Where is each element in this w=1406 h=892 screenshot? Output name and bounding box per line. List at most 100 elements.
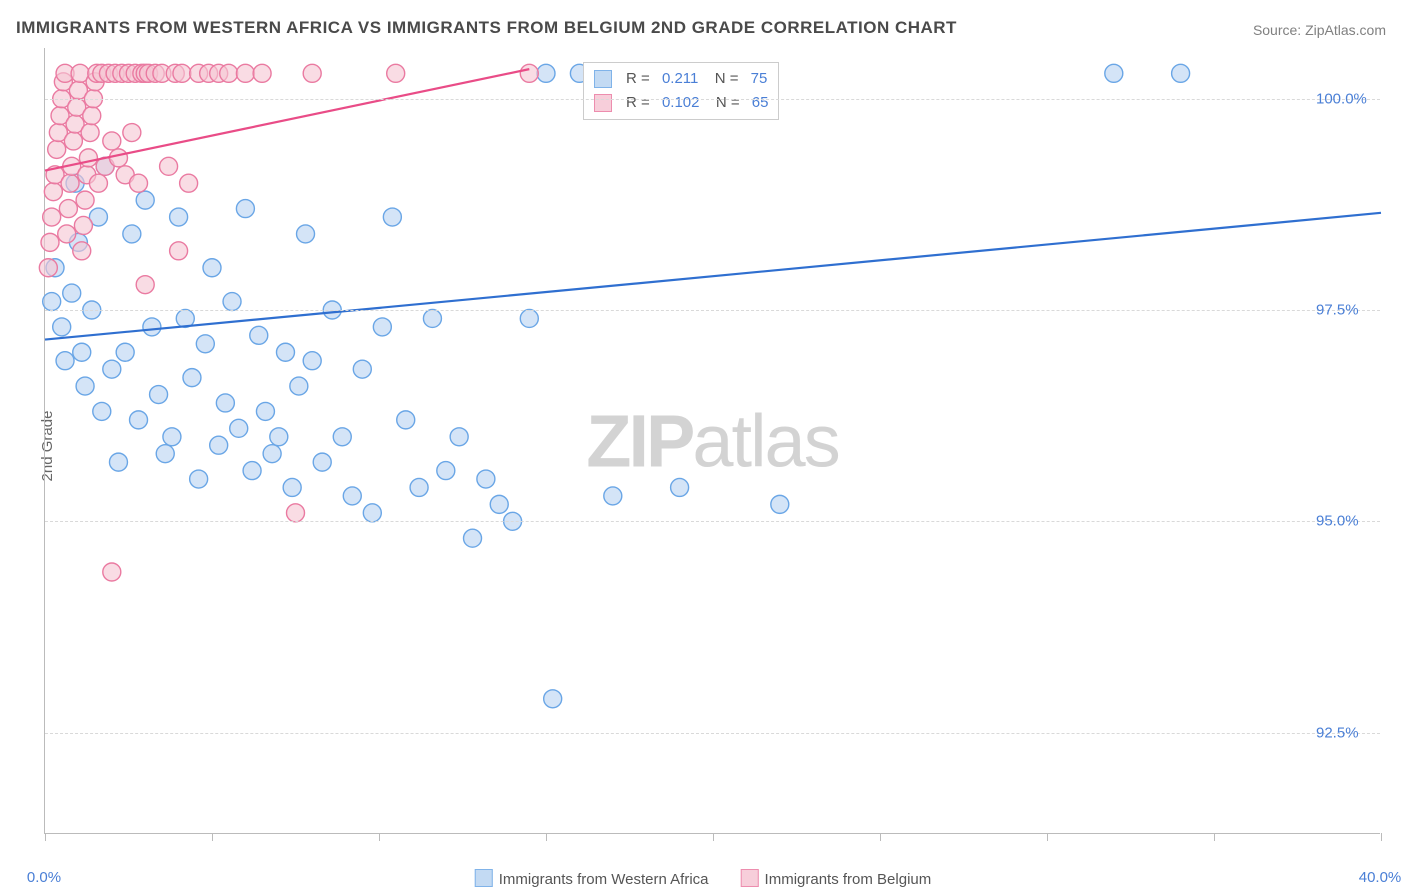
data-point[interactable] [203,259,221,277]
x-tick [212,833,213,841]
data-point[interactable] [43,293,61,311]
data-point[interactable] [263,445,281,463]
data-point[interactable] [196,335,214,353]
data-point[interactable] [93,402,111,420]
data-point[interactable] [183,369,201,387]
data-point[interactable] [297,225,315,243]
data-point[interactable] [303,64,321,82]
data-point[interactable] [73,343,91,361]
data-point[interactable] [520,309,538,327]
data-point[interactable] [58,225,76,243]
data-point[interactable] [771,495,789,513]
data-point[interactable] [116,343,134,361]
data-point[interactable] [41,233,59,251]
data-point[interactable] [490,495,508,513]
data-point[interactable] [353,360,371,378]
data-point[interactable] [216,394,234,412]
data-point[interactable] [103,360,121,378]
data-point[interactable] [130,411,148,429]
data-point[interactable] [604,487,622,505]
data-point[interactable] [537,64,555,82]
data-point[interactable] [136,276,154,294]
data-point[interactable] [333,428,351,446]
data-point[interactable] [156,445,174,463]
data-point[interactable] [136,191,154,209]
data-point[interactable] [73,242,91,260]
data-point[interactable] [43,208,61,226]
data-point[interactable] [270,428,288,446]
data-point[interactable] [236,200,254,218]
data-point[interactable] [76,377,94,395]
data-point[interactable] [223,293,241,311]
data-point[interactable] [276,343,294,361]
data-point[interactable] [39,259,57,277]
data-point[interactable] [89,174,107,192]
data-point[interactable] [243,462,261,480]
data-point[interactable] [173,64,191,82]
data-point[interactable] [56,352,74,370]
data-point[interactable] [150,386,168,404]
data-point[interactable] [63,284,81,302]
data-point[interactable] [250,326,268,344]
data-point[interactable] [423,309,441,327]
legend-item[interactable]: Immigrants from Belgium [741,869,932,888]
data-point[interactable] [450,428,468,446]
data-point[interactable] [48,140,66,158]
data-point[interactable] [83,107,101,125]
data-point[interactable] [397,411,415,429]
data-point[interactable] [387,64,405,82]
data-point[interactable] [81,124,99,142]
data-point[interactable] [256,402,274,420]
data-point[interactable] [74,216,92,234]
data-point[interactable] [61,174,79,192]
data-point[interactable] [287,504,305,522]
data-point[interactable] [160,157,178,175]
data-point[interactable] [220,64,238,82]
data-point[interactable] [303,352,321,370]
data-point[interactable] [79,149,97,167]
data-point[interactable] [210,436,228,454]
data-point[interactable] [163,428,181,446]
data-point[interactable] [437,462,455,480]
data-point[interactable] [1172,64,1190,82]
data-point[interactable] [170,242,188,260]
data-point[interactable] [170,208,188,226]
data-point[interactable] [373,318,391,336]
data-point[interactable] [103,563,121,581]
data-point[interactable] [230,419,248,437]
data-point[interactable] [130,174,148,192]
data-point[interactable] [383,208,401,226]
data-point[interactable] [123,124,141,142]
data-point[interactable] [363,504,381,522]
data-point[interactable] [343,487,361,505]
data-point[interactable] [190,470,208,488]
data-point[interactable] [143,318,161,336]
x-tick [45,833,46,841]
data-point[interactable] [464,529,482,547]
data-point[interactable] [520,64,538,82]
data-point[interactable] [477,470,495,488]
data-point[interactable] [671,478,689,496]
data-point[interactable] [53,318,71,336]
legend-item[interactable]: Immigrants from Western Africa [475,869,709,888]
data-point[interactable] [236,64,254,82]
data-point[interactable] [283,478,301,496]
data-point[interactable] [109,149,127,167]
data-point[interactable] [180,174,198,192]
data-point[interactable] [544,690,562,708]
data-point[interactable] [290,377,308,395]
data-point[interactable] [44,183,62,201]
data-point[interactable] [109,453,127,471]
data-point[interactable] [64,132,82,150]
data-point[interactable] [313,453,331,471]
x-tick-label: 40.0% [1359,869,1402,886]
data-point[interactable] [410,478,428,496]
data-point[interactable] [76,191,94,209]
data-point[interactable] [1105,64,1123,82]
data-point[interactable] [59,200,77,218]
source-link[interactable]: ZipAtlas.com [1305,22,1386,38]
y-tick-label: 100.0% [1316,90,1367,107]
data-point[interactable] [253,64,271,82]
data-point[interactable] [103,132,121,150]
data-point[interactable] [123,225,141,243]
